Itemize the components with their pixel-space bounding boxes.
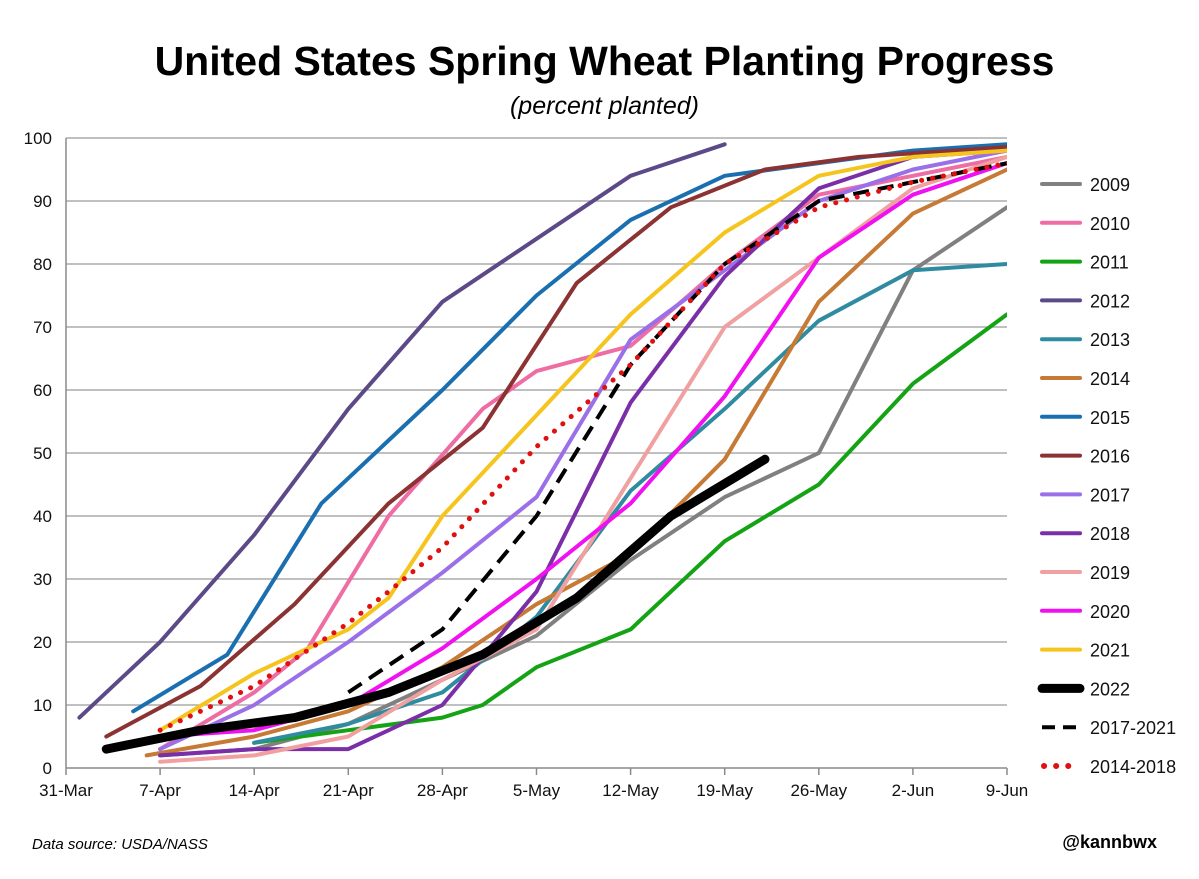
series-line-2016 [104, 144, 1007, 739]
axes [65, 138, 1008, 775]
x-tick-label: 31-Mar [39, 781, 93, 800]
y-tick-label: 60 [33, 381, 52, 400]
legend-label-2016: 2016 [1090, 447, 1130, 467]
x-tick-labels: 31-Mar 7-Apr 14-Apr 21-Apr 28-Apr 5-May 12-May… [39, 781, 1028, 800]
x-tick-label: 12-May [602, 781, 659, 800]
y-tick-label: 20 [33, 633, 52, 652]
legend-label-2010: 2010 [1090, 214, 1130, 234]
legend-label-2012: 2012 [1090, 291, 1130, 311]
series-line-2019 [158, 154, 1007, 764]
legend-label-2014: 2014 [1090, 369, 1130, 389]
series-line-2012 [77, 142, 727, 720]
data-source-note: Data source: USDA/NASS [32, 836, 208, 853]
series-lines [77, 142, 1007, 764]
series-line-2020 [158, 161, 1007, 739]
legend-label-2017: 2017 [1090, 485, 1130, 505]
x-tick-label: 19-May [696, 781, 753, 800]
legend-label-2019: 2019 [1090, 563, 1130, 583]
y-tick-label: 10 [33, 696, 52, 715]
y-tick-label: 90 [33, 192, 52, 211]
legend-label-2015: 2015 [1090, 408, 1130, 428]
series-line-2014-2018 [157, 160, 1007, 733]
series-line-2017-2021 [347, 161, 1007, 695]
legend-label-2018: 2018 [1090, 524, 1130, 544]
x-tick-label: 21-Apr [323, 781, 374, 800]
y-tick-labels: 0 10 20 30 40 50 60 70 80 90 100 [24, 129, 52, 778]
y-tick-label: 30 [33, 570, 52, 589]
series-line-2022 [101, 454, 770, 754]
author-handle: @kannbwx [1062, 832, 1157, 852]
x-tick-label: 9-Jun [986, 781, 1029, 800]
y-tick-label: 40 [33, 507, 52, 526]
chart-title: United States Spring Wheat Planting Prog… [154, 38, 1055, 84]
x-tick-label: 5-May [513, 781, 561, 800]
legend: 2009 2010 2011 2012 2013 2014 2015 2016 2017 2018… [1037, 175, 1176, 777]
series-line-2018 [158, 148, 1007, 758]
legend-label-2021: 2021 [1090, 641, 1130, 661]
y-tick-label: 80 [33, 255, 52, 274]
x-tick-label: 26-May [790, 781, 847, 800]
x-tick-label: 7-Apr [139, 781, 181, 800]
series-line-2017 [158, 148, 1007, 752]
x-tick-label: 14-Apr [229, 781, 280, 800]
series-line-2011 [252, 312, 1007, 745]
x-tick-label: 28-Apr [417, 781, 468, 800]
legend-label-2020: 2020 [1090, 602, 1130, 622]
legend-label-2009: 2009 [1090, 175, 1130, 195]
y-tick-label: 50 [33, 444, 52, 463]
y-tick-label: 100 [24, 129, 52, 148]
series-line-2013 [252, 261, 1007, 745]
legend-label-2022: 2022 [1090, 679, 1130, 699]
series-line-2015 [131, 142, 1007, 714]
x-tick-label: 2-Jun [892, 781, 935, 800]
legend-label-2011: 2011 [1090, 253, 1129, 273]
series-line-2014 [144, 167, 1007, 758]
legend-label-2014-2018: 2014-2018 [1090, 757, 1176, 777]
series-line-2021 [158, 148, 1007, 733]
y-tick-label: 70 [33, 318, 52, 337]
y-tick-label: 0 [43, 759, 52, 778]
legend-label-2017-2021: 2017-2021 [1090, 718, 1176, 738]
legend-label-2013: 2013 [1090, 330, 1130, 350]
series-line-2010 [158, 154, 1007, 752]
chart-subtitle: (percent planted) [509, 92, 699, 120]
